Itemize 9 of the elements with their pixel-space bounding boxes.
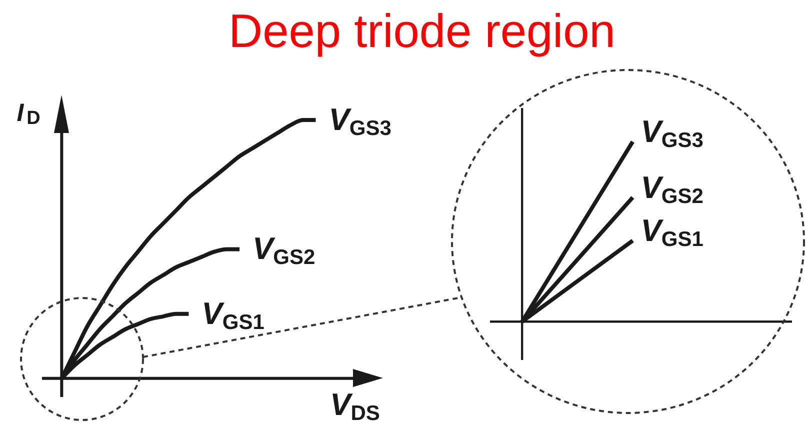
series-label: V$_{GS2}$ (252, 231, 316, 270)
series-label: V$_{GS3}$ (328, 102, 392, 140)
series-label: V$_{GS1}$ (202, 296, 264, 334)
x-axis-title: V$_{DS}$ (330, 387, 380, 423)
y-axis-title: I$_{D}$ (16, 99, 40, 129)
series-label: V$_{GS2}$ (640, 170, 704, 208)
series-label: V$_{GS3}$ (640, 114, 704, 152)
text: Deep triode region (228, 4, 616, 57)
series-label: V$_{GS1}$ (640, 212, 704, 251)
